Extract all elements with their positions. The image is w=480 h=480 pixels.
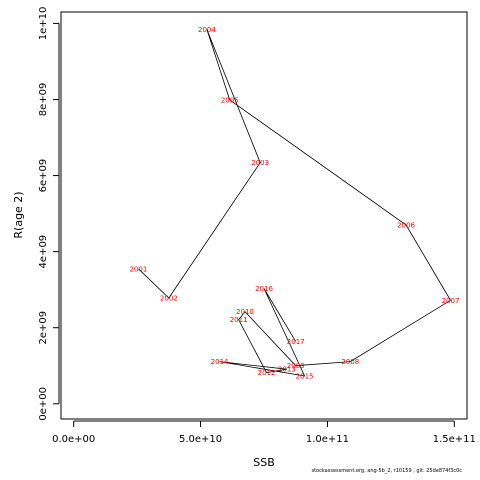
x-axis-title: SSB xyxy=(253,456,275,469)
year-label-2016: 2016 xyxy=(255,285,273,293)
year-label-2005: 2005 xyxy=(221,96,239,104)
year-label-2001: 2001 xyxy=(129,265,147,273)
x-tick-label: 5.0e+10 xyxy=(179,434,222,445)
y-axis: 0e+00 2e+09 4e+09 6e+09 8e+09 1e+10 xyxy=(38,7,60,421)
x-tick-label: 1.0e+11 xyxy=(306,434,349,445)
plot-frame xyxy=(60,11,468,420)
year-label-2007: 2007 xyxy=(442,297,460,305)
year-label-2015: 2015 xyxy=(296,373,314,381)
data-series xyxy=(138,29,452,377)
year-label-2002: 2002 xyxy=(160,295,178,303)
sr-trajectory-line xyxy=(138,29,452,377)
x-axis: 0.0e+00 5.0e+10 1.0e+11 1.5e+11 xyxy=(52,420,476,445)
year-label-2017: 2017 xyxy=(287,338,305,346)
year-label-2013: 2013 xyxy=(278,366,296,374)
point-labels: 2001 2002 2003 2004 2005 2006 2007 2008 2009 2010… xyxy=(129,26,459,381)
year-label-2008: 2008 xyxy=(341,358,359,366)
x-tick-label: 1.5e+11 xyxy=(433,434,476,445)
year-label-2006: 2006 xyxy=(397,222,415,230)
year-label-2003: 2003 xyxy=(251,159,269,167)
x-tick-label: 0.0e+00 xyxy=(52,434,95,445)
y-tick-label: 6e+09 xyxy=(38,159,49,193)
y-tick-label: 0e+00 xyxy=(38,387,49,421)
footer-credit: stockassessment.org, ang-5b_2, r10159 , … xyxy=(311,468,462,474)
year-label-2010: 2010 xyxy=(236,308,254,316)
y-tick-label: 8e+09 xyxy=(38,83,49,117)
y-axis-title: R(age 2) xyxy=(12,191,25,238)
year-label-2011: 2011 xyxy=(230,316,248,324)
year-label-2009: 2009 xyxy=(287,362,305,370)
y-tick-label: 2e+09 xyxy=(38,311,49,345)
year-label-2014: 2014 xyxy=(211,358,229,366)
year-label-2012: 2012 xyxy=(258,369,276,377)
year-label-2004: 2004 xyxy=(198,26,216,34)
y-tick-label: 1e+10 xyxy=(38,7,49,41)
y-tick-label: 4e+09 xyxy=(38,235,49,269)
